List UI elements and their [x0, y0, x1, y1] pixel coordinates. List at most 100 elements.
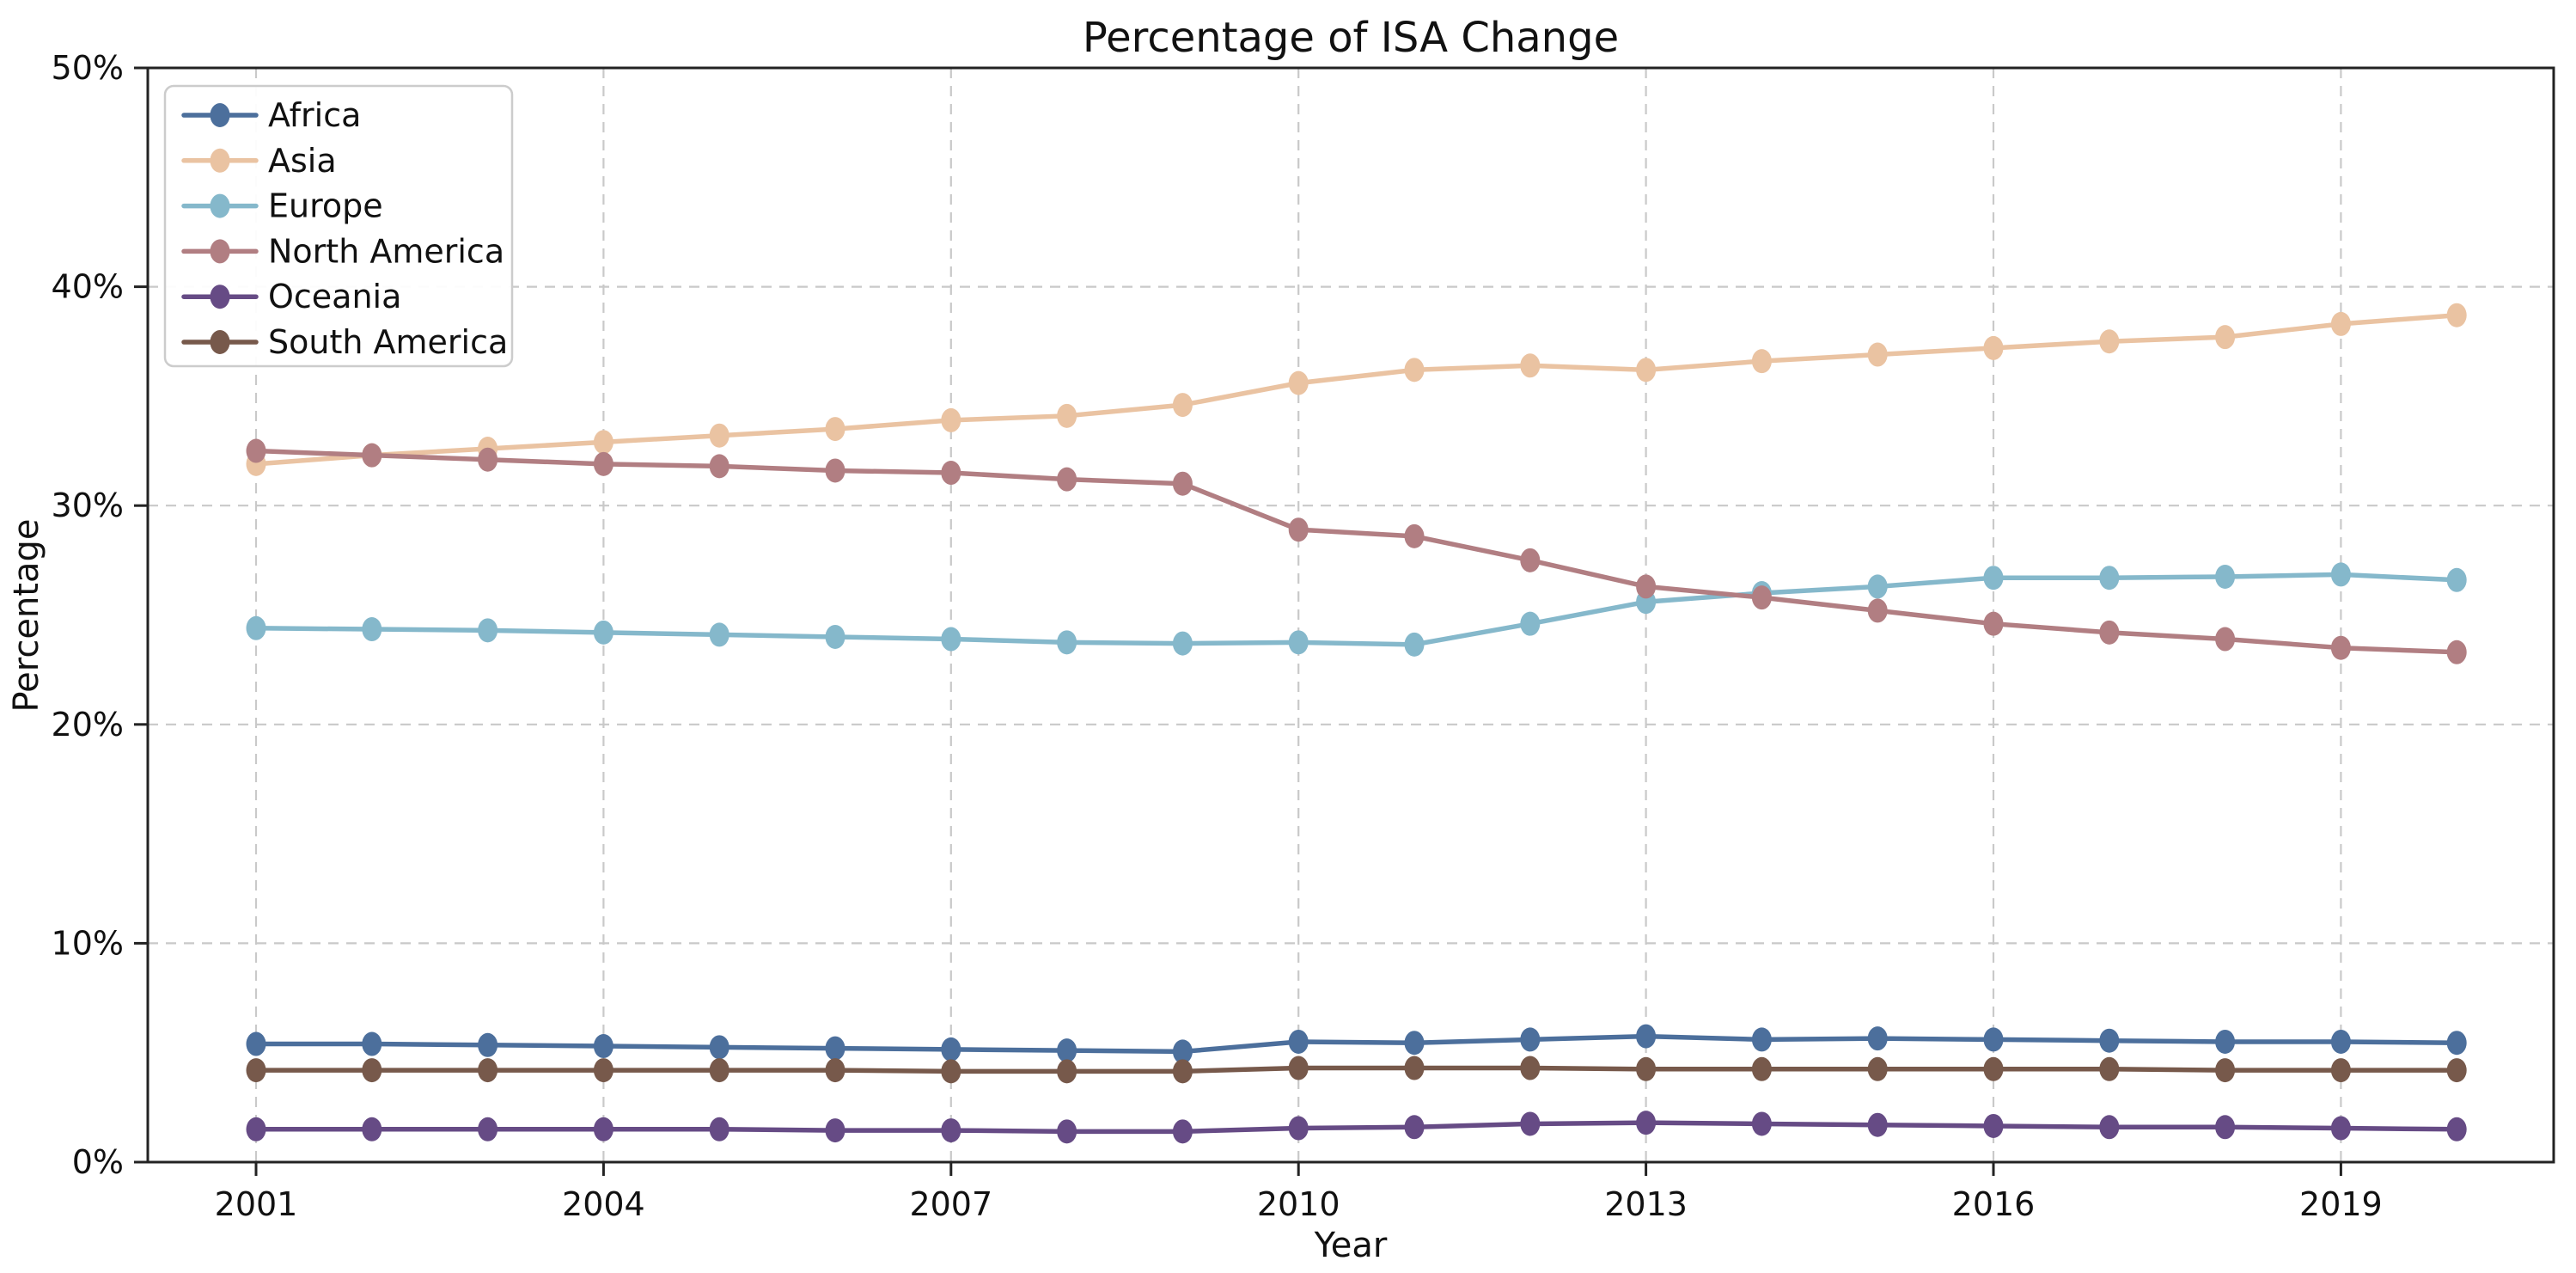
- data-point: [593, 1058, 613, 1083]
- legend-item-north-america: North America: [181, 232, 504, 270]
- series-line-africa: [253, 1033, 2459, 1055]
- legend-item-south-america: South America: [181, 323, 508, 361]
- data-point: [941, 1118, 961, 1143]
- data-point: [1983, 611, 2004, 636]
- data-point: [593, 620, 613, 645]
- data-point: [1983, 566, 2004, 591]
- data-point: [825, 417, 845, 442]
- data-point: [2099, 620, 2120, 645]
- data-point: [709, 1058, 729, 1083]
- data-point: [1404, 632, 1425, 657]
- y-tick-label: 20%: [52, 706, 124, 744]
- data-point: [1172, 1059, 1193, 1084]
- data-point: [1404, 523, 1425, 548]
- data-point: [246, 1058, 266, 1083]
- data-point: [825, 1036, 845, 1061]
- legend-label: Europe: [268, 187, 383, 225]
- legend-item-africa: Africa: [181, 96, 361, 134]
- data-point: [1983, 1027, 2004, 1052]
- legend-marker-icon: [210, 193, 230, 218]
- data-point: [2446, 1058, 2467, 1083]
- data-point: [2215, 1115, 2236, 1140]
- data-point: [709, 1117, 729, 1141]
- x-tick-label: 2016: [1952, 1185, 2036, 1223]
- data-point: [1520, 548, 1541, 572]
- data-point: [1867, 342, 1888, 367]
- data-point: [1404, 358, 1425, 383]
- series-asia: [246, 303, 2467, 476]
- series-africa: [246, 1024, 2467, 1064]
- data-point: [2330, 1116, 2351, 1141]
- data-point: [1172, 631, 1193, 656]
- series-north-america: [246, 438, 2467, 664]
- data-point: [2446, 303, 2467, 327]
- data-point: [1636, 1111, 1657, 1135]
- data-point: [709, 622, 729, 647]
- series-markers-oceania: [246, 1111, 2467, 1144]
- data-point: [246, 438, 266, 463]
- data-point: [1057, 630, 1077, 655]
- data-point: [1636, 1024, 1657, 1049]
- data-point: [825, 624, 845, 649]
- data-point: [1520, 1056, 1541, 1080]
- data-point: [825, 1118, 845, 1143]
- legend: Africa Asia Europe North America Oceania Sout…: [163, 84, 514, 368]
- data-point: [1636, 1056, 1657, 1081]
- data-point: [1288, 1116, 1309, 1141]
- data-point: [246, 615, 266, 640]
- data-point: [1520, 611, 1541, 636]
- series-markers-south-america: [246, 1056, 2467, 1084]
- data-point: [2099, 566, 2120, 591]
- data-point: [2330, 1029, 2351, 1054]
- data-point: [1520, 1111, 1541, 1136]
- legend-marker-icon: [210, 285, 230, 309]
- y-tick-label: 10%: [52, 924, 124, 962]
- data-point: [2330, 1058, 2351, 1083]
- plot-area: 2001 2004 2007 2010 2013 2016 2019 0% 10% 20% 30% 4…: [52, 49, 2555, 1223]
- data-point: [1404, 1031, 1425, 1056]
- data-point: [1404, 1056, 1425, 1080]
- data-point: [2099, 1115, 2120, 1140]
- data-point: [2446, 1031, 2467, 1056]
- series-markers-asia: [246, 303, 2467, 476]
- data-point: [1057, 1038, 1077, 1063]
- series-line-europe: [253, 572, 2459, 647]
- legend-label: Africa: [268, 96, 361, 134]
- x-tick-label: 2013: [1604, 1185, 1688, 1223]
- y-tick-label: 0%: [72, 1143, 124, 1181]
- series-europe: [246, 562, 2467, 657]
- data-point: [2446, 640, 2467, 664]
- x-axis: 2001 2004 2007 2010 2013 2016 2019: [215, 1162, 2383, 1223]
- data-point: [2215, 1029, 2236, 1054]
- data-point: [709, 423, 729, 448]
- data-point: [709, 1035, 729, 1060]
- data-point: [2099, 1028, 2120, 1053]
- data-point: [2215, 325, 2236, 350]
- x-axis-label: Year: [1314, 1226, 1388, 1265]
- data-point: [478, 1117, 498, 1141]
- series-markers-africa: [246, 1024, 2467, 1064]
- data-point: [941, 461, 961, 486]
- data-point: [2099, 329, 2120, 354]
- data-point: [1057, 403, 1077, 428]
- data-point: [1636, 574, 1657, 599]
- plot-border: [146, 66, 2555, 1164]
- data-point: [1288, 630, 1309, 655]
- y-axis: 0% 10% 20% 30% 40% 50%: [52, 49, 148, 1181]
- data-point: [2330, 635, 2351, 660]
- data-point: [1057, 1059, 1077, 1084]
- data-point: [1172, 471, 1193, 496]
- data-point: [1520, 1027, 1541, 1052]
- data-point: [941, 627, 961, 652]
- data-point: [362, 1058, 382, 1083]
- x-tick-label: 2010: [1257, 1185, 1340, 1223]
- series-oceania: [246, 1111, 2467, 1144]
- x-tick-label: 2007: [909, 1185, 992, 1223]
- data-point: [362, 1031, 382, 1056]
- legend-marker-icon: [210, 330, 230, 354]
- legend-item-oceania: Oceania: [181, 278, 401, 315]
- data-point: [1057, 1119, 1077, 1144]
- data-point: [1520, 353, 1541, 378]
- data-point: [1983, 335, 2004, 360]
